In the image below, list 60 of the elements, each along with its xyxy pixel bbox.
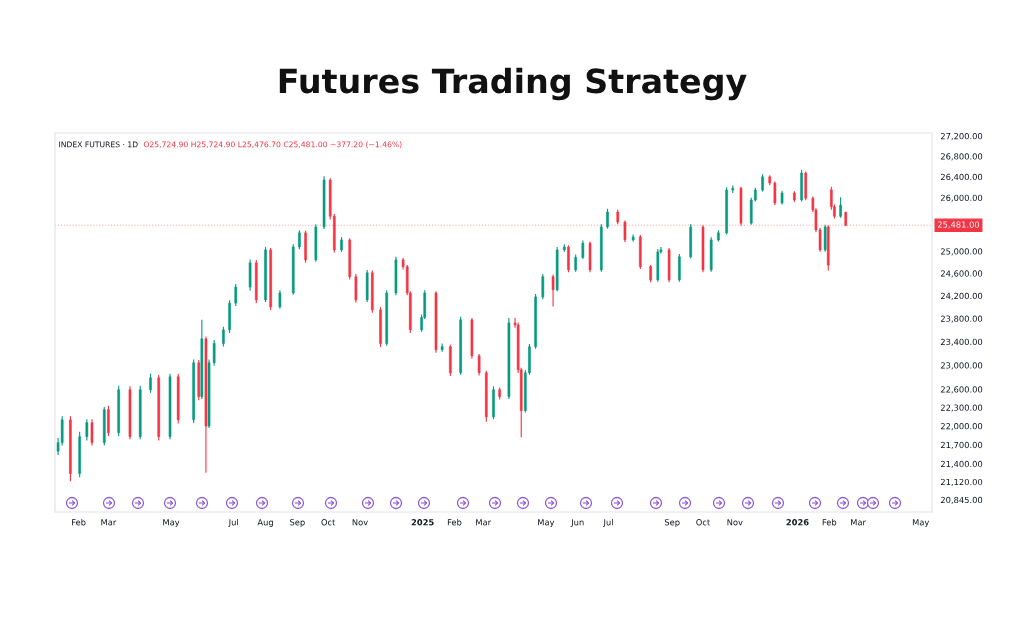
candlestick	[340, 237, 343, 252]
candlestick	[149, 373, 152, 393]
candlestick	[551, 274, 555, 307]
candlestick	[623, 220, 627, 243]
candlestick	[823, 224, 827, 252]
x-tick-label: Nov	[727, 519, 743, 526]
y-tick-label: 22,000.00	[940, 423, 983, 431]
x-tick-label: 2025	[411, 519, 434, 526]
y-tick-label: 23,000.00	[940, 362, 983, 370]
x-tick-label: Oct	[696, 519, 710, 526]
x-tick-label: Mar	[476, 519, 492, 526]
candlestick	[90, 419, 94, 446]
candlestick	[678, 254, 681, 282]
y-tick-label: 25,000.00	[940, 248, 983, 256]
ref-line-label: 25,481.00	[937, 221, 980, 229]
candlestick	[477, 354, 481, 376]
candlestick	[606, 208, 609, 229]
y-tick-label: 24,600.00	[940, 270, 983, 278]
candlestick	[107, 405, 110, 436]
chart-title: Futures Trading Strategy	[279, 67, 747, 101]
y-tick-label: 22,300.00	[940, 404, 983, 412]
x-tick-label: Mar	[101, 519, 117, 526]
candlestick	[839, 197, 842, 218]
x-tick-label: Sep	[664, 519, 680, 528]
y-tick-label: 26,800.00	[940, 153, 983, 161]
x-tick-label: 2026	[786, 519, 809, 526]
candlestick	[492, 386, 495, 420]
x-tick-label: Jul	[603, 518, 613, 527]
x-tick-label: Nov	[352, 519, 368, 526]
candlestick	[773, 181, 777, 206]
x-tick-label: Feb	[447, 518, 462, 526]
x-tick-label: Feb	[822, 518, 837, 526]
candlestick	[234, 283, 238, 306]
y-tick-label: 22,600.00	[940, 386, 983, 394]
x-tick-label: May	[912, 519, 930, 528]
y-tick-label: 26,400.00	[940, 173, 983, 181]
candlestick	[567, 245, 570, 273]
y-tick-label: 23,400.00	[940, 338, 983, 346]
x-tick-label: Jul	[228, 518, 238, 527]
y-tick-label: 26,000.00	[940, 194, 983, 202]
y-tick-label: 20,845.00	[940, 496, 983, 504]
candlestick	[222, 326, 225, 347]
candlestick	[541, 273, 545, 300]
x-tick-label: May	[538, 519, 555, 528]
y-tick-label: 21,400.00	[940, 460, 983, 469]
x-tick-label: Aug	[257, 519, 273, 528]
x-tick-label: Mar	[851, 519, 866, 526]
y-tick-label: 24,200.00	[940, 292, 983, 300]
x-tick-label: Feb	[72, 518, 86, 526]
x-tick-label: May	[163, 519, 180, 528]
y-tick-label: 21,120.00	[940, 478, 983, 487]
y-tick-label: 27,200.00	[940, 132, 983, 141]
x-tick-label: Sep	[290, 519, 305, 528]
candlestick	[354, 273, 358, 303]
candlestick	[85, 419, 89, 441]
x-tick-label: Jun	[570, 519, 584, 527]
candlestick	[264, 246, 267, 302]
x-tick-label: Oct	[321, 519, 336, 526]
y-tick-label: 21,700.00	[940, 441, 983, 449]
y-tick-label: 23,800.00	[940, 315, 983, 323]
